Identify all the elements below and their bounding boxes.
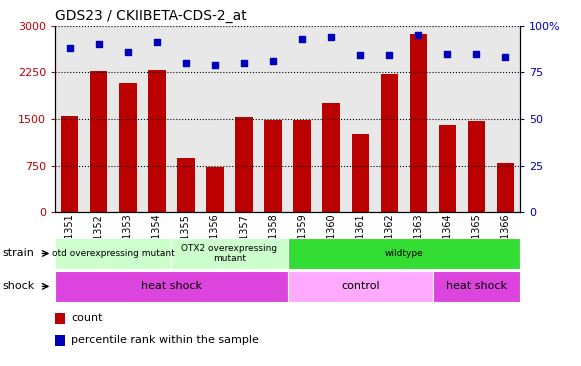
- Text: GDS23 / CKIIBETA-CDS-2_at: GDS23 / CKIIBETA-CDS-2_at: [55, 9, 247, 23]
- Point: [356, 53, 365, 59]
- Bar: [119, 83, 137, 212]
- Bar: [410, 34, 427, 212]
- Point: [501, 55, 510, 60]
- Bar: [55, 238, 171, 269]
- Text: otd overexpressing mutant: otd overexpressing mutant: [52, 249, 175, 258]
- Bar: [55, 313, 66, 324]
- Point: [94, 41, 103, 47]
- Text: heat shock: heat shock: [446, 281, 507, 291]
- Bar: [206, 168, 224, 212]
- Point: [414, 32, 423, 38]
- Point: [472, 51, 481, 57]
- Point: [385, 53, 394, 59]
- Bar: [381, 74, 398, 212]
- Bar: [61, 116, 78, 212]
- Bar: [433, 271, 520, 302]
- Bar: [468, 121, 485, 212]
- Point: [443, 51, 452, 57]
- Text: strain: strain: [3, 249, 35, 258]
- Bar: [497, 163, 514, 212]
- Bar: [235, 117, 253, 212]
- Text: control: control: [341, 281, 379, 291]
- Bar: [148, 70, 166, 212]
- Bar: [322, 103, 340, 212]
- Point: [181, 60, 191, 66]
- Bar: [288, 271, 433, 302]
- Text: count: count: [71, 313, 103, 324]
- Bar: [90, 71, 107, 212]
- Point: [152, 40, 162, 45]
- Bar: [293, 120, 311, 212]
- Point: [210, 62, 220, 68]
- Point: [65, 45, 74, 51]
- Bar: [288, 238, 520, 269]
- Text: wildtype: wildtype: [385, 249, 423, 258]
- Point: [268, 58, 278, 64]
- Bar: [177, 158, 195, 212]
- Point: [239, 60, 249, 66]
- Text: percentile rank within the sample: percentile rank within the sample: [71, 335, 259, 346]
- Bar: [55, 335, 66, 346]
- Point: [327, 34, 336, 40]
- Bar: [55, 271, 288, 302]
- Point: [123, 49, 132, 55]
- Bar: [171, 238, 288, 269]
- Bar: [439, 125, 456, 212]
- Bar: [352, 134, 369, 212]
- Text: shock: shock: [3, 281, 35, 291]
- Point: [297, 36, 307, 42]
- Text: heat shock: heat shock: [141, 281, 202, 291]
- Text: OTX2 overexpressing
mutant: OTX2 overexpressing mutant: [181, 244, 278, 263]
- Bar: [264, 120, 282, 212]
